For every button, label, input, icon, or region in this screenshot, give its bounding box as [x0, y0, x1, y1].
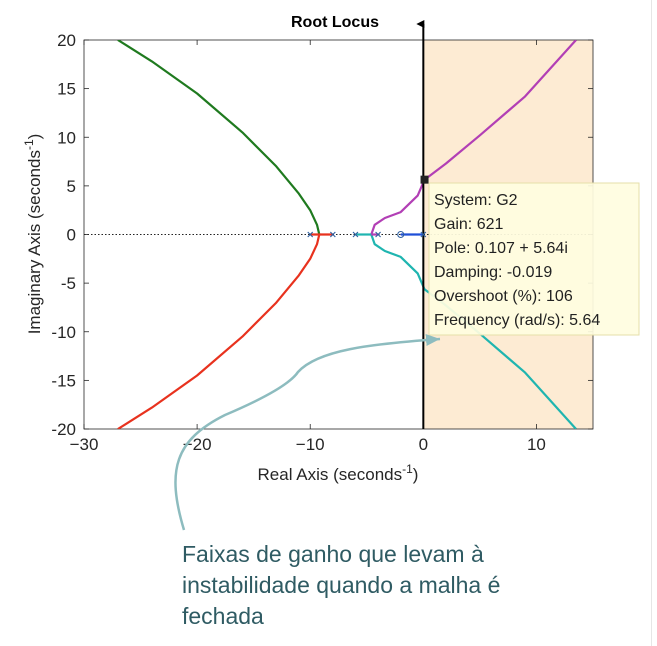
- datatip-line: Pole: 0.107 + 5.64i: [434, 240, 568, 257]
- annotation-arrow: [174, 334, 441, 531]
- datatip-line: System: G2: [434, 192, 518, 209]
- pole-marker: [307, 231, 314, 238]
- y-axis-label-superscript: -1: [22, 139, 36, 150]
- y-tick-label: 5: [67, 177, 76, 196]
- x-axis-label: Real Axis (seconds-1): [258, 462, 419, 484]
- x-axis-label-superscript: -1: [402, 462, 413, 476]
- datatip-line: Overshoot (%): 106: [434, 288, 573, 305]
- pole-marker: [352, 231, 359, 238]
- x-tick-label: −10: [296, 435, 325, 454]
- x-tick-label: 0: [419, 435, 428, 454]
- chart-title: Root Locus: [291, 14, 379, 31]
- datatip-box: [428, 182, 640, 336]
- y-axis-label: Imaginary Axis (seconds-1): [22, 134, 44, 335]
- annotation-line: instabilidade quando a malha é: [182, 572, 501, 598]
- pole-marker: [329, 231, 336, 238]
- x-axis-label-close: ): [413, 465, 419, 484]
- y-tick-label: -20: [51, 420, 76, 439]
- y-tick-label: -10: [51, 323, 76, 342]
- datatip-line: Frequency (rad/s): 5.64: [434, 312, 600, 329]
- page-edge-divider: [651, 0, 652, 646]
- y-tick-label: 20: [57, 31, 76, 50]
- locus-branch: [370, 40, 577, 235]
- y-axis-label-close: ): [25, 134, 44, 140]
- annotation-line: fechada: [182, 603, 264, 629]
- y-tick-label: 0: [67, 226, 76, 245]
- datatip-line: Gain: 621: [434, 216, 503, 233]
- locus-branch: [370, 234, 577, 429]
- y-tick-label: 15: [57, 80, 76, 99]
- datatip: System: G2 Gain: 621 Pole: 0.107 + 5.64i Da…: [428, 182, 640, 336]
- annotation-arrow-path: [174, 334, 441, 531]
- y-tick-label: -5: [61, 274, 76, 293]
- selected-point-marker: [420, 175, 429, 184]
- pole-marker: [375, 231, 381, 238]
- x-tick-label: 10: [527, 435, 546, 454]
- annotation-caption: Faixas de ganho que levam à instabilidad…: [182, 539, 612, 632]
- y-tick-label: 10: [57, 128, 76, 147]
- x-tick-label: −30: [70, 435, 99, 454]
- locus-branch: [117, 40, 321, 235]
- y-tick-label: -15: [51, 371, 76, 390]
- zero-marker: [397, 230, 405, 239]
- pole-marker: [420, 231, 427, 238]
- locus-branch: [117, 234, 321, 429]
- datatip-line: Damping: -0.019: [434, 264, 552, 281]
- annotation-line: Faixas de ganho que levam à: [182, 541, 484, 567]
